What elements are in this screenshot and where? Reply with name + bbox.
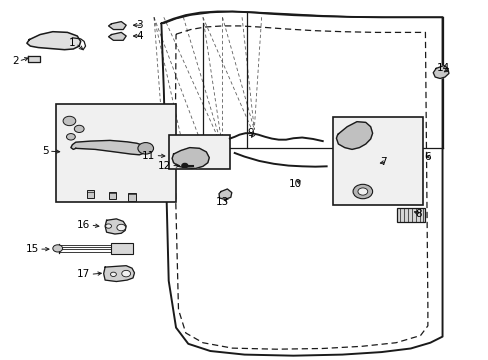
Text: 3: 3 (136, 20, 143, 30)
Polygon shape (172, 148, 209, 168)
Polygon shape (219, 189, 231, 199)
Polygon shape (71, 140, 146, 155)
Circle shape (110, 272, 116, 276)
Polygon shape (432, 66, 448, 78)
Text: 11: 11 (142, 150, 155, 161)
Bar (168, 135, 229, 169)
Text: 7: 7 (379, 157, 386, 167)
Circle shape (74, 125, 84, 132)
Bar (396, 208, 425, 222)
Text: 15: 15 (26, 244, 39, 254)
Text: 5: 5 (42, 146, 49, 156)
Bar (56, 104, 176, 202)
Polygon shape (336, 122, 372, 149)
Bar (128, 193, 136, 201)
Circle shape (105, 224, 111, 228)
Polygon shape (108, 32, 126, 40)
Polygon shape (103, 266, 134, 282)
Bar (332, 117, 422, 205)
Bar (86, 190, 94, 198)
Text: 13: 13 (215, 197, 228, 207)
Circle shape (122, 270, 130, 277)
Polygon shape (105, 219, 126, 234)
Circle shape (138, 143, 153, 154)
Polygon shape (28, 56, 40, 62)
Circle shape (66, 134, 75, 140)
Text: 16: 16 (77, 220, 90, 230)
Text: 14: 14 (436, 63, 449, 73)
Circle shape (182, 163, 187, 168)
Text: 1: 1 (69, 38, 76, 48)
Polygon shape (108, 22, 126, 30)
Bar (111, 243, 133, 254)
Text: 4: 4 (136, 31, 143, 41)
Text: 9: 9 (247, 128, 254, 138)
Circle shape (53, 245, 62, 252)
Text: 8: 8 (414, 209, 421, 219)
Circle shape (117, 224, 125, 231)
Bar (108, 192, 116, 199)
Text: 12: 12 (158, 161, 171, 171)
Text: 2: 2 (12, 56, 19, 66)
Polygon shape (27, 32, 81, 50)
Circle shape (63, 116, 76, 126)
Circle shape (357, 188, 367, 195)
Text: 17: 17 (77, 269, 90, 279)
Circle shape (352, 184, 372, 199)
Text: 10: 10 (288, 179, 302, 189)
Text: 6: 6 (424, 152, 430, 162)
